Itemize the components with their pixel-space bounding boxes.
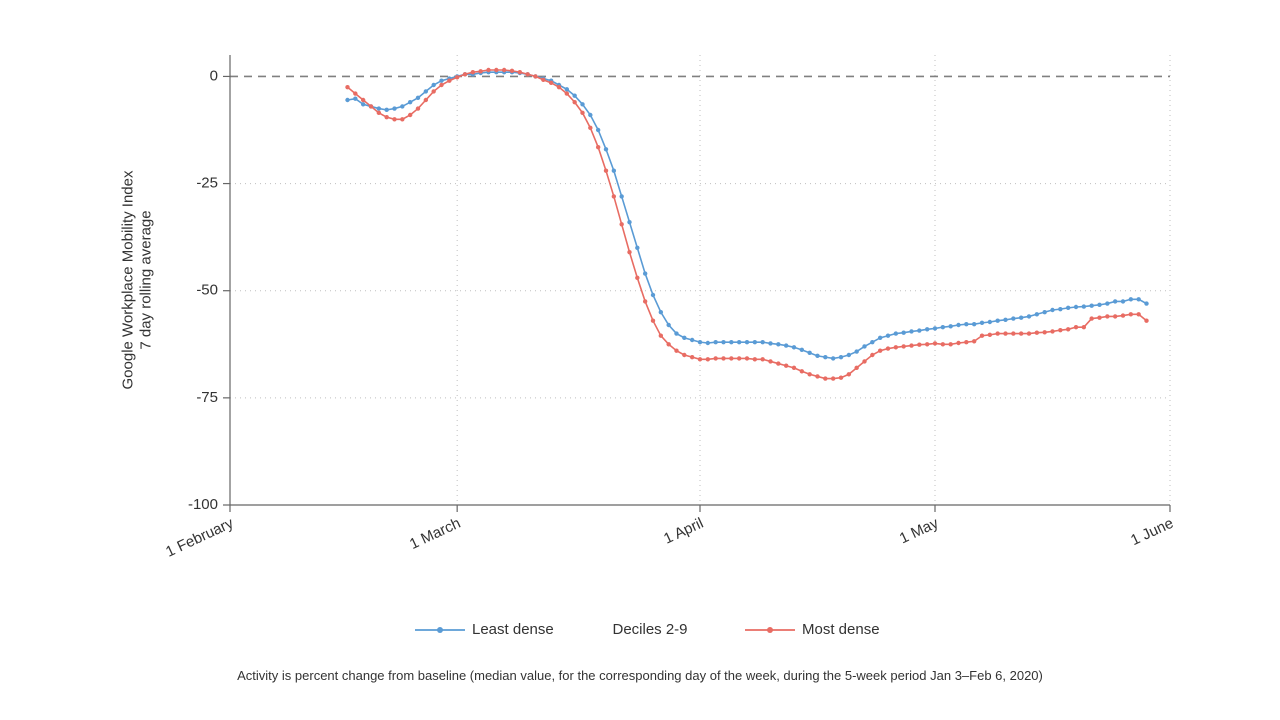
least-dense-markers xyxy=(345,70,1148,361)
svg-text:-100: -100 xyxy=(188,496,218,513)
x-tick-label: 1 May xyxy=(897,514,942,547)
legend-most-dense: Most dense xyxy=(802,621,880,638)
svg-text:0: 0 xyxy=(210,67,218,84)
x-tick-label: 1 February xyxy=(163,514,236,560)
y-axis-label: Google Workplace Mobility Index7 day rol… xyxy=(120,170,155,389)
chart-container: 0 -25 -50 -75 -1001 February 1 March 1 April 1 … xyxy=(0,0,1280,720)
chart-caption: Activity is percent change from baseline… xyxy=(237,668,1043,683)
x-tick-label: 1 April xyxy=(661,515,706,548)
legend-deciles-2-9: Deciles 2-9 xyxy=(612,621,687,638)
mobility-line-chart: 0 -25 -50 -75 -1001 February 1 March 1 April 1 … xyxy=(0,0,1280,720)
most-dense-markers xyxy=(345,68,1148,381)
legend-least-dense: Least dense xyxy=(472,621,554,638)
svg-text:-50: -50 xyxy=(196,282,218,299)
svg-text:-25: -25 xyxy=(196,175,218,192)
x-tick-label: 1 March xyxy=(407,515,463,553)
svg-text:-75: -75 xyxy=(196,389,218,406)
least-dense-line xyxy=(348,72,1147,358)
most-dense-line xyxy=(348,70,1147,379)
x-tick-label: 1 June xyxy=(1128,515,1176,549)
